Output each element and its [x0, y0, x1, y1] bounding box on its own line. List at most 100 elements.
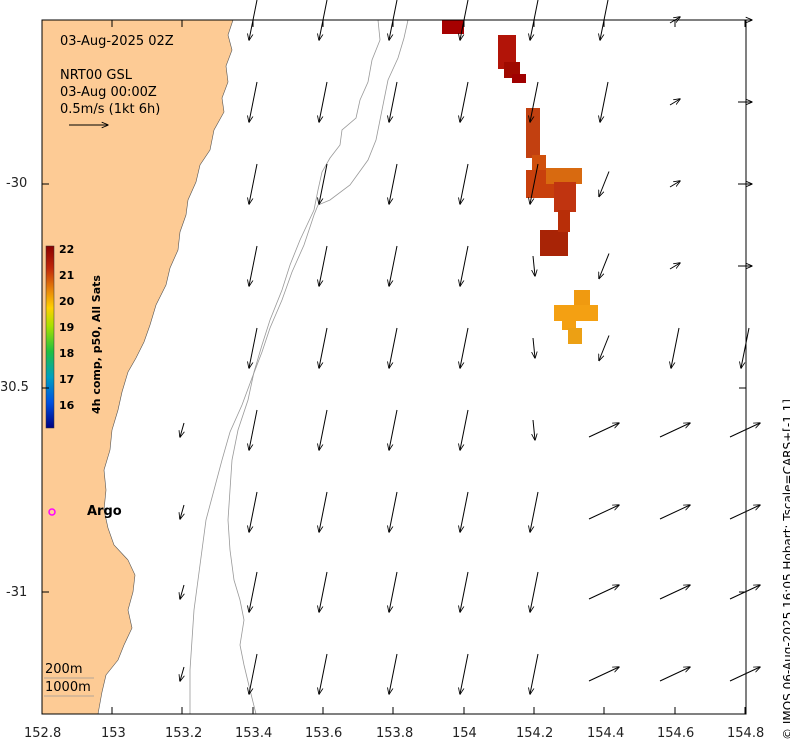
current-arrow [533, 337, 535, 358]
product-time: 03-Aug 00:00Z [60, 85, 157, 100]
current-arrow [180, 504, 184, 519]
colorbar-tick: 22 [59, 243, 75, 256]
current-arrow [530, 163, 539, 204]
legend-1000m: 1000m [45, 680, 91, 695]
current-arrow [319, 653, 328, 694]
x-tick-label: 153.4 [235, 726, 273, 741]
current-arrow [389, 653, 398, 694]
current-arrow [389, 571, 398, 612]
colorbar-tick: 17 [59, 373, 75, 386]
contour-200m [227, 19, 381, 715]
current-arrow [180, 584, 184, 599]
legend-200m: 200m [45, 662, 83, 677]
current-arrow [389, 327, 398, 368]
current-arrow [533, 419, 535, 440]
x-tick-label: 153.8 [376, 726, 414, 741]
argo-label: Argo [87, 504, 122, 519]
current-arrow [319, 245, 328, 286]
x-tick-label: 154.6 [657, 726, 695, 741]
current-arrow [669, 263, 680, 270]
current-arrow [249, 571, 258, 612]
current-arrow [599, 253, 610, 279]
plot-frame [41, 19, 747, 715]
current-arrow [729, 423, 760, 438]
x-tick-label: 154.8 [727, 726, 765, 741]
y-tick-label: 30.5 [0, 380, 29, 395]
current-arrow [319, 163, 328, 204]
current-arrow [530, 571, 539, 612]
current-arrow [659, 423, 690, 438]
current-arrow [460, 409, 469, 450]
colorbar-tick: 20 [59, 295, 75, 308]
current-arrow [249, 491, 258, 532]
current-arrow [600, 81, 609, 122]
current-arrow [319, 491, 328, 532]
current-arrow [460, 81, 469, 122]
current-arrow [249, 409, 258, 450]
current-arrow [389, 491, 398, 532]
current-arrow [599, 171, 610, 197]
x-tick-label: 153 [101, 726, 126, 741]
current-arrow [249, 163, 258, 204]
land-area [41, 19, 234, 715]
x-tick-label: 153.6 [305, 726, 343, 741]
current-arrow [319, 327, 328, 368]
current-arrow [659, 585, 690, 600]
colorbar-tick: 16 [59, 399, 75, 412]
current-arrow [460, 571, 469, 612]
current-arrow [249, 245, 258, 286]
current-arrow [389, 409, 398, 450]
current-arrow [588, 585, 619, 600]
current-arrow [460, 163, 469, 204]
current-arrow [180, 666, 184, 681]
current-arrow [530, 491, 539, 532]
colorbar-tick: 21 [59, 269, 75, 282]
current-arrow [599, 335, 610, 361]
scale-label: 0.5m/s (1kt 6h) [60, 102, 161, 117]
x-tick-label: 153.2 [165, 726, 203, 741]
credit-text: © IMOS 06-Aug-2025 16:05 Hobart; Tscale=… [781, 399, 790, 740]
colorbar [45, 245, 55, 429]
current-arrow [741, 327, 750, 368]
current-arrow [669, 99, 680, 106]
current-arrow [389, 163, 398, 204]
x-tick-label: 152.8 [24, 726, 62, 741]
current-arrow [669, 181, 680, 188]
current-arrow [588, 423, 619, 438]
product-label: NRT00 GSL [60, 68, 132, 83]
current-arrow [460, 491, 469, 532]
current-arrow [389, 245, 398, 286]
current-arrow [588, 667, 619, 682]
y-tick-label: -31 [6, 585, 28, 600]
argo-marker [48, 508, 56, 516]
current-arrow [460, 245, 469, 286]
current-arrow [180, 422, 184, 437]
y-tick-label: -30 [6, 176, 28, 191]
current-arrow [659, 505, 690, 520]
x-tick-label: 154.2 [516, 726, 554, 741]
colorbar-tick: 19 [59, 321, 75, 334]
current-arrow [530, 653, 539, 694]
current-arrow [319, 81, 328, 122]
colorbar-tick: 18 [59, 347, 75, 360]
current-arrow [533, 255, 535, 276]
current-arrow [460, 653, 469, 694]
sst-patches [442, 20, 598, 344]
current-arrow [729, 505, 760, 520]
current-arrow [319, 409, 328, 450]
contour-1000m [189, 19, 409, 714]
colorbar-title: 4h comp, p50, All Sats [90, 275, 103, 414]
current-arrow [389, 81, 398, 122]
current-arrow [659, 667, 690, 682]
current-arrow [249, 81, 258, 122]
x-tick-label: 154.4 [587, 726, 625, 741]
x-tick-label: 154 [452, 726, 477, 741]
current-arrow [588, 505, 619, 520]
current-arrow [671, 327, 680, 368]
current-arrow [530, 81, 539, 122]
current-vectors [180, 0, 760, 694]
current-arrow [729, 667, 760, 682]
current-arrow [319, 571, 328, 612]
current-arrow [249, 653, 258, 694]
